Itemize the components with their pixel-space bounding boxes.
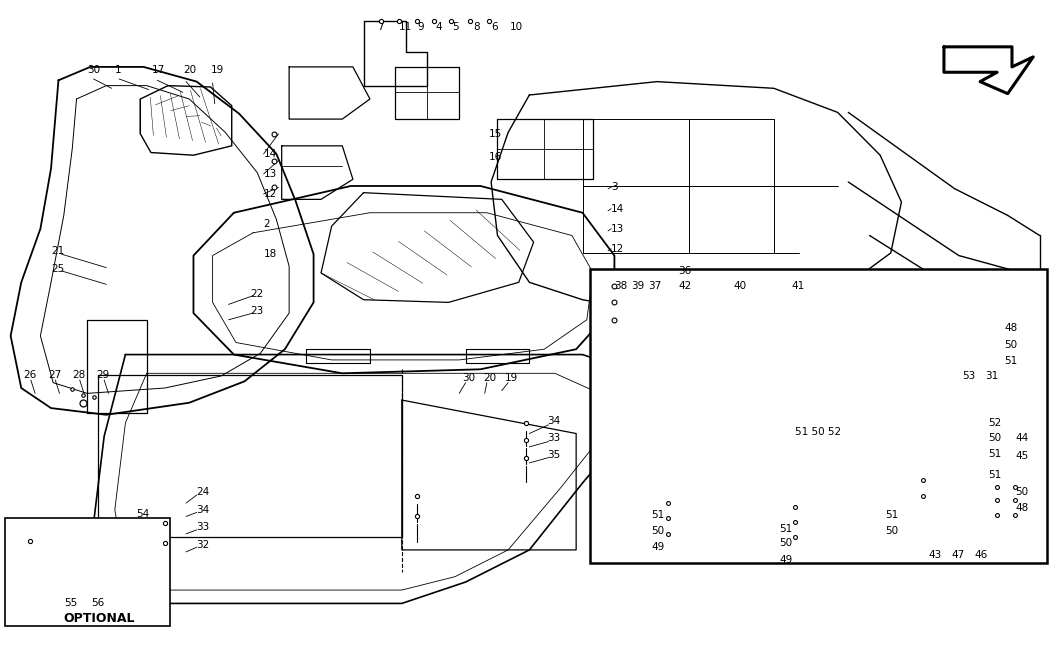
Text: 9: 9 — [418, 22, 424, 31]
Bar — [5, 518, 170, 626]
Text: 32: 32 — [197, 541, 209, 550]
Text: 17: 17 — [152, 66, 165, 75]
Text: 41: 41 — [792, 282, 805, 291]
Text: 35: 35 — [547, 450, 560, 460]
Text: 33: 33 — [547, 434, 560, 443]
Text: 20: 20 — [484, 373, 496, 383]
Text: 6: 6 — [491, 22, 497, 31]
Text: 50: 50 — [779, 539, 792, 548]
Text: 34: 34 — [197, 505, 209, 514]
Text: 53: 53 — [962, 371, 975, 381]
Text: 47: 47 — [951, 551, 964, 560]
Text: 51: 51 — [989, 470, 1001, 480]
Text: 4: 4 — [436, 22, 442, 31]
Text: 33: 33 — [197, 522, 209, 532]
Text: 1: 1 — [115, 66, 121, 75]
Text: 44: 44 — [1015, 434, 1028, 443]
Text: 16: 16 — [489, 153, 502, 162]
Text: 54: 54 — [136, 509, 149, 518]
Text: 8: 8 — [473, 22, 479, 31]
Text: 14: 14 — [611, 204, 624, 213]
Text: 14: 14 — [264, 149, 276, 159]
Text: 25: 25 — [51, 264, 64, 274]
Text: 29: 29 — [97, 370, 109, 379]
Text: 50: 50 — [1005, 340, 1017, 349]
Text: 23: 23 — [250, 306, 263, 316]
Text: 22: 22 — [250, 290, 263, 299]
Text: 49: 49 — [652, 542, 664, 551]
Text: 51 50 52: 51 50 52 — [795, 427, 841, 436]
Text: 13: 13 — [611, 224, 624, 233]
Text: 50: 50 — [989, 434, 1001, 443]
Text: 42: 42 — [678, 282, 691, 291]
Text: 51: 51 — [989, 449, 1001, 458]
Text: 21: 21 — [51, 246, 64, 256]
Text: 36: 36 — [678, 266, 691, 276]
Text: 19: 19 — [210, 66, 223, 75]
Text: 48: 48 — [1015, 504, 1028, 513]
Text: 48: 48 — [1005, 323, 1017, 332]
Text: 52: 52 — [989, 418, 1001, 427]
Text: OPTIONAL: OPTIONAL — [64, 612, 135, 626]
Text: 51: 51 — [1005, 357, 1017, 366]
Text: 20: 20 — [183, 66, 196, 75]
Text: 31: 31 — [985, 371, 998, 381]
Text: 5: 5 — [452, 22, 458, 31]
Text: 3: 3 — [611, 183, 618, 192]
Text: 40: 40 — [733, 282, 746, 291]
Text: 26: 26 — [23, 370, 36, 379]
Text: 30: 30 — [87, 66, 100, 75]
Text: 51: 51 — [779, 524, 792, 533]
Text: 7: 7 — [377, 22, 384, 31]
Text: 28: 28 — [72, 370, 85, 379]
Text: 50: 50 — [885, 526, 898, 535]
Text: 12: 12 — [264, 189, 276, 199]
Text: 11: 11 — [399, 22, 411, 31]
Text: 55: 55 — [64, 599, 77, 608]
Text: 37: 37 — [648, 282, 661, 291]
Text: 19: 19 — [505, 373, 518, 383]
Text: 50: 50 — [1015, 487, 1028, 496]
Text: 34: 34 — [547, 417, 560, 426]
Text: 27: 27 — [48, 370, 61, 379]
Text: 51: 51 — [885, 510, 898, 520]
Text: 18: 18 — [264, 250, 276, 259]
Text: 49: 49 — [779, 555, 792, 565]
Text: 12: 12 — [611, 244, 624, 254]
Text: 38: 38 — [614, 282, 627, 291]
Text: 10: 10 — [510, 22, 523, 31]
Text: 50: 50 — [652, 526, 664, 535]
Text: 13: 13 — [264, 169, 276, 179]
Text: 43: 43 — [928, 551, 941, 560]
Bar — [590, 269, 1047, 563]
Text: 2: 2 — [264, 219, 270, 229]
Text: 15: 15 — [489, 129, 502, 138]
Text: 24: 24 — [197, 487, 209, 496]
Text: 45: 45 — [1015, 452, 1028, 461]
Text: 51: 51 — [652, 510, 664, 520]
Text: 39: 39 — [631, 282, 644, 291]
Text: 56: 56 — [91, 599, 104, 608]
Text: 30: 30 — [462, 373, 475, 383]
Text: 46: 46 — [975, 551, 988, 560]
